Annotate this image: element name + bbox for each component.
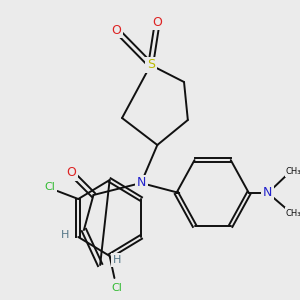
Text: O: O bbox=[152, 16, 162, 28]
Text: S: S bbox=[147, 58, 155, 71]
Text: CH₃: CH₃ bbox=[286, 167, 300, 176]
Text: O: O bbox=[67, 167, 76, 179]
Text: O: O bbox=[111, 23, 121, 37]
Text: N: N bbox=[263, 187, 273, 200]
Text: N: N bbox=[136, 176, 146, 190]
Text: H: H bbox=[61, 230, 69, 240]
Text: H: H bbox=[113, 255, 122, 265]
Text: Cl: Cl bbox=[111, 283, 122, 293]
Text: Cl: Cl bbox=[44, 182, 55, 192]
Text: CH₃: CH₃ bbox=[286, 208, 300, 217]
